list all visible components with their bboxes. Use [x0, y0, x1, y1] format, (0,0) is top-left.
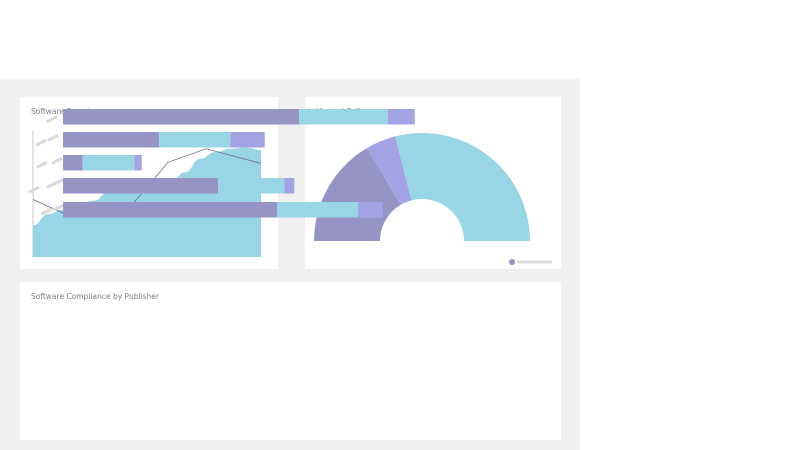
- compliance-bar-row-4-segment-3: [284, 178, 295, 194]
- compliance-bar-row-2-segment-2: [158, 132, 231, 148]
- unused-software-chart: [314, 133, 552, 265]
- compliance-bar-row-1-segment-3: [387, 109, 415, 125]
- software-compliance-chart: [28, 109, 415, 218]
- compliance-bar-row-1-segment-1: [63, 109, 300, 125]
- compliance-bar-row-3-segment-1: [63, 155, 83, 171]
- compliance-bar-row-4-segment-2: [217, 178, 285, 194]
- unused-software-card[interactable]: Unused Software: [305, 97, 561, 269]
- category-label-placeholder: [52, 204, 64, 212]
- category-label-placeholder: [46, 115, 58, 123]
- compliance-bar-row-5-segment-1: [63, 202, 278, 218]
- compliance-bar-row-5-segment-2: [277, 202, 359, 218]
- legend-dot-icon: [509, 259, 515, 265]
- compliance-bar-row-4-segment-1: [63, 178, 218, 194]
- compliance-bar-row-2-segment-1: [63, 132, 159, 148]
- software-spend-title: Software Spend: [31, 107, 91, 116]
- software-compliance-title: Software Compliance by Publisher: [31, 292, 159, 301]
- category-label-placeholder: [53, 178, 65, 186]
- category-label-placeholder: [47, 134, 59, 142]
- software-compliance-card[interactable]: Software Compliance by Publisher: [20, 109, 561, 440]
- unused-slice-2: [367, 136, 412, 205]
- compliance-bar-row-3-segment-3: [134, 155, 142, 171]
- compliance-bar-row-5-segment-3: [358, 202, 383, 218]
- category-label-placeholder: [40, 208, 52, 216]
- category-label-placeholder: [35, 139, 47, 147]
- unused-slice-3: [395, 133, 530, 241]
- compliance-bar-row-2-segment-3: [230, 132, 265, 148]
- legend-label-placeholder: [517, 260, 552, 264]
- category-label-placeholder: [28, 186, 40, 194]
- compliance-bar-row-3-segment-2: [82, 155, 135, 171]
- compliance-bar-row-1-segment-2: [299, 109, 388, 125]
- category-label-placeholder: [36, 161, 48, 169]
- unused-slice-1: [314, 148, 401, 241]
- dashboard-canvas: Software Spend Unused Software Software …: [0, 79, 580, 450]
- category-label-placeholder: [51, 157, 63, 165]
